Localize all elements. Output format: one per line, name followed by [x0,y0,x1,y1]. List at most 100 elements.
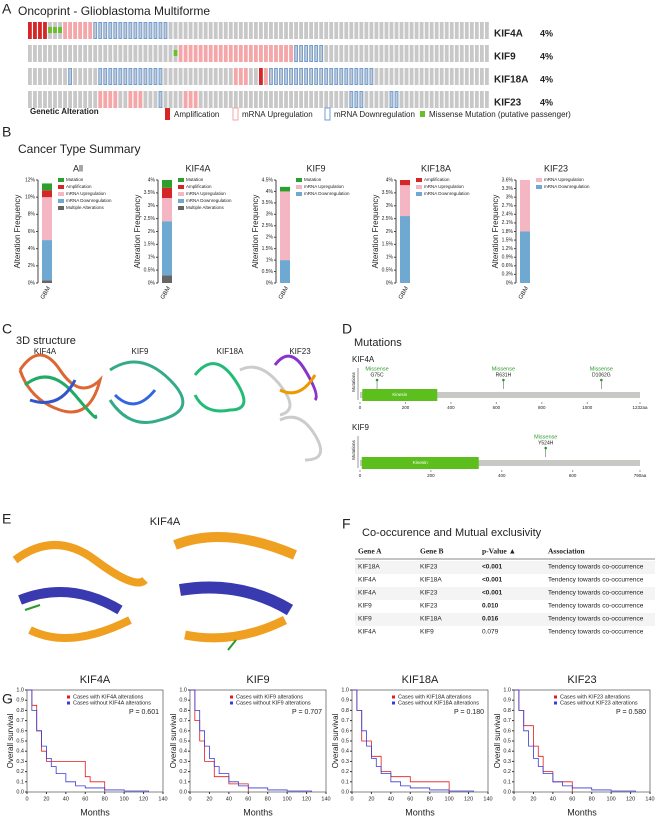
legend-swatch [392,695,395,699]
oncoprint-cell [299,91,303,108]
table-cell: 0.016 [482,616,499,623]
oncoprint-cell [73,68,78,85]
oncoprint-cell [223,22,228,39]
y-tick-label: 0.5 [341,738,349,744]
oncoprint-cell [329,45,334,62]
oncoprint-cell [454,45,459,62]
plot-title: KIF9 [246,674,269,686]
oncoprint-cell [243,91,248,108]
ribbon [29,379,77,404]
oncoprint-cell [289,91,293,108]
oncoprint-cell [284,45,288,62]
oncoprint-cell [213,91,218,108]
oncoprint-cell [329,91,334,108]
oncoprint-cell [233,22,238,39]
y-tick-label: 0.4 [16,749,24,755]
legend-label: mRNA Upregulation [186,191,226,196]
x-tick-label: GBM [398,286,410,301]
oncoprint-cell [374,68,379,85]
table-cell: 0.079 [482,629,499,636]
y-axis-label: Overall survival [331,713,340,768]
gene-label: KIF4A [352,355,375,364]
bar-segment [520,180,530,232]
ribbon [179,581,294,616]
oncoprint-cell [349,91,354,108]
oncoprint-cell [484,45,489,62]
oncoprint-cell [158,22,163,39]
oncoprint-cell [399,45,404,62]
legend-title: Genetic Alteration [30,107,99,116]
oncoprint-cell [279,68,283,85]
oncoprint-cell [153,68,158,85]
y-tick-label: 0.4 [341,749,349,755]
table-cell: KIF18A [420,577,442,584]
oncoprint-cell [108,22,113,39]
oncoprint-cell [409,91,414,108]
x-tick-label: 140 [483,796,492,802]
table-cell: Tendency towards co-occurrence [548,616,644,623]
y-tick-label: 2.5% [262,223,274,229]
oncoprint-cell [158,91,163,108]
legend-swatch [392,701,395,705]
y-tick-label: 0.0 [341,789,349,795]
oncoprint-cell [469,45,474,62]
oncoprint-cell [253,45,258,62]
oncoprint-cell [198,45,203,62]
x-tick-label: GBM [160,286,172,301]
oncoprint-cell [53,68,57,85]
oncoprint-cell [369,22,374,39]
oncoprint-cell [284,22,288,39]
oncoprint-cell [479,91,484,108]
oncoprint-cell [143,91,148,108]
legend-swatch [58,199,64,203]
oncoprint-cell [68,91,72,108]
oncoprint-cell [138,22,143,39]
oncoprint-cell [354,91,359,108]
oncoprint-cell [93,45,98,62]
y-tick-label: 0.1 [179,779,187,785]
oncoprint-cell [409,45,414,62]
oncoprint-cell [78,68,83,85]
x-tick-label: 80 [589,796,595,802]
oncoprint-cell [269,91,273,108]
row-stripe [355,587,655,600]
oncoprint-cell [253,91,258,108]
y-tick-label: 0% [28,280,36,286]
oncoprint-cell [304,91,309,108]
oncoprint-cell [48,91,52,108]
x-tick-label: 0 [188,796,191,802]
table-cell: KIF9 [420,629,434,636]
table-cell: <0.001 [482,590,502,597]
y-tick-label: 0.3% [502,272,514,278]
oncoprint-cell [434,22,439,39]
table-cell: KIF23 [420,590,438,597]
x-tick-label: 120 [302,796,311,802]
oncoprint-cell [309,68,314,85]
oncoprint-cell [153,91,158,108]
bar-segment [42,197,52,241]
oncoprint-cell [98,22,103,39]
y-tick-label: 1% [266,257,274,263]
oncoprint-cell [259,22,263,39]
oncoprint-cell [88,22,93,39]
bar-segment [280,186,290,192]
table-cell: KIF4A [358,629,377,636]
oncoprint-cell [484,68,489,85]
legend-swatch [58,206,64,210]
legend-swatch [536,178,542,182]
oncoprint-cell [98,91,103,108]
column-header: Association [548,547,585,556]
oncoprint-cell [53,91,57,108]
oncoprint-cell [148,22,153,39]
oncoprint-cell [113,68,118,85]
oncoprint-cell [359,22,364,39]
oncoprint-cell [454,91,459,108]
oncoprint-cell [48,45,52,62]
legend-swatch [296,192,302,196]
oncoprint-cell [228,68,233,85]
oncoprint-cell [399,68,404,85]
oncoprint-cell [474,91,479,108]
oncoprint-cell [389,45,394,62]
survival-curve [27,689,149,792]
y-tick-label: 1.5% [502,237,514,243]
